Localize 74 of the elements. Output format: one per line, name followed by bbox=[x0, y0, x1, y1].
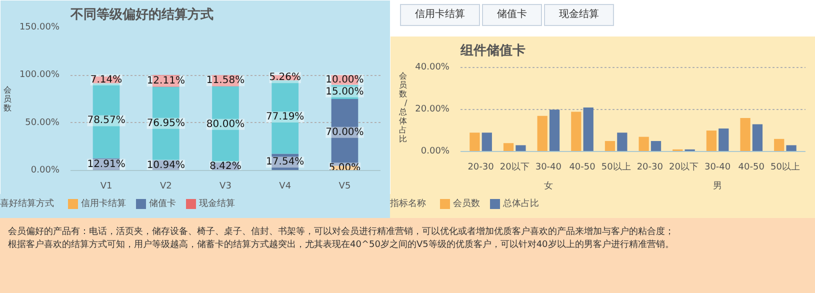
text: /总体占比 bbox=[399, 98, 408, 144]
x-tick-label: 50以上 bbox=[601, 162, 631, 172]
y-tick-label: 20.00% bbox=[415, 104, 450, 115]
y-axis-title: 会员数 bbox=[399, 72, 408, 98]
x-tick-label: V1 bbox=[100, 182, 112, 192]
text: 信用卡结算 bbox=[400, 4, 480, 26]
x-tick-label: 40-50 bbox=[738, 162, 765, 172]
data-label: 78.57% bbox=[87, 115, 126, 126]
y-tick-label: 0.00% bbox=[30, 166, 60, 176]
y-tick-label: 100.00% bbox=[19, 70, 60, 80]
x-tick-label: V3 bbox=[220, 182, 232, 192]
legend-label: 会员数 bbox=[453, 199, 480, 209]
bar bbox=[617, 132, 628, 152]
text: 根据客户喜欢的结算方式可知，用户等级越高，储蓄卡的结算方式越突出，尤其表现在40^50岁之间的V5等级的优质客户，可以针对40岁以上的男客户进行精准营销。 bbox=[8, 240, 674, 250]
text: 男 bbox=[713, 180, 722, 192]
bar bbox=[537, 116, 548, 152]
x-tick-label: 50以上 bbox=[770, 162, 800, 172]
text: 储值卡 bbox=[482, 4, 542, 26]
y-tick-label: 40.00% bbox=[415, 62, 450, 73]
bar bbox=[516, 145, 526, 152]
bar bbox=[604, 141, 616, 152]
data-label: 12.11% bbox=[146, 75, 185, 86]
bar bbox=[571, 112, 582, 152]
bar bbox=[786, 145, 796, 152]
text: 会员数 bbox=[3, 86, 12, 112]
bar bbox=[482, 132, 492, 152]
chart-title: 不同等级偏好的结算方式 bbox=[70, 6, 214, 22]
y-tick-label: 0.00% bbox=[420, 146, 450, 156]
y-tick-label: 50.00% bbox=[25, 118, 60, 128]
data-label: 10.94% bbox=[146, 160, 185, 171]
bar bbox=[650, 141, 662, 152]
bar bbox=[583, 108, 594, 152]
legend-label: 信用卡结算 bbox=[81, 199, 126, 209]
text: 女 bbox=[544, 180, 553, 192]
x-tick-label: 30-40 bbox=[535, 162, 562, 172]
bar bbox=[638, 136, 649, 152]
x-tick-label: 20以下 bbox=[500, 162, 530, 172]
data-label: 15.00% bbox=[326, 86, 364, 98]
bar bbox=[740, 118, 750, 152]
data-label: 8.42% bbox=[210, 160, 242, 172]
x-tick-label: V4 bbox=[279, 182, 292, 192]
bar bbox=[503, 143, 514, 152]
bar bbox=[774, 138, 784, 152]
text: 会员偏好的产品有：电话，活页夹，储存设备、椅子、桌子、信封、书架等，可以对会员进行精准营销，可以优化或者增加优质客户喜欢的产品来增加与客户的粘合度； bbox=[8, 227, 674, 237]
data-label: 77.19% bbox=[266, 111, 304, 122]
chart-title: 组件储值卡 bbox=[460, 44, 526, 58]
x-tick-label: V2 bbox=[160, 182, 172, 192]
bar bbox=[706, 130, 717, 152]
legend-title: 喜好结算方式 bbox=[0, 199, 54, 209]
x-tick-label: V5 bbox=[338, 182, 351, 192]
y-tick-label: 150.00% bbox=[19, 22, 60, 32]
legend-label: 储值卡 bbox=[149, 199, 176, 209]
bar bbox=[718, 128, 729, 152]
data-label: 12.91% bbox=[87, 158, 126, 170]
bar bbox=[549, 110, 560, 152]
data-label: 11.58% bbox=[206, 75, 245, 86]
x-tick-label: 30-40 bbox=[704, 162, 731, 172]
text: 现金结算 bbox=[544, 4, 614, 26]
data-label: 17.54% bbox=[266, 156, 304, 168]
data-label: 70.00% bbox=[326, 126, 364, 138]
legend-label: 总体占比 bbox=[503, 199, 539, 209]
x-tick-label: 20-30 bbox=[636, 162, 664, 172]
data-label: 5.26% bbox=[269, 72, 302, 84]
x-tick-label: 20-30 bbox=[468, 162, 494, 172]
data-label: 7.14% bbox=[90, 74, 122, 86]
x-tick-label: 40-50 bbox=[569, 162, 596, 172]
legend-label: 现金结算 bbox=[199, 199, 235, 209]
data-label: 10.00% bbox=[326, 74, 364, 86]
x-tick-label: 20以下 bbox=[669, 162, 698, 172]
bar bbox=[752, 124, 763, 152]
data-label: 76.95% bbox=[146, 118, 185, 129]
bar bbox=[470, 132, 480, 152]
legend-title: 指标名称 bbox=[390, 199, 426, 209]
data-label: 80.00% bbox=[206, 118, 245, 130]
